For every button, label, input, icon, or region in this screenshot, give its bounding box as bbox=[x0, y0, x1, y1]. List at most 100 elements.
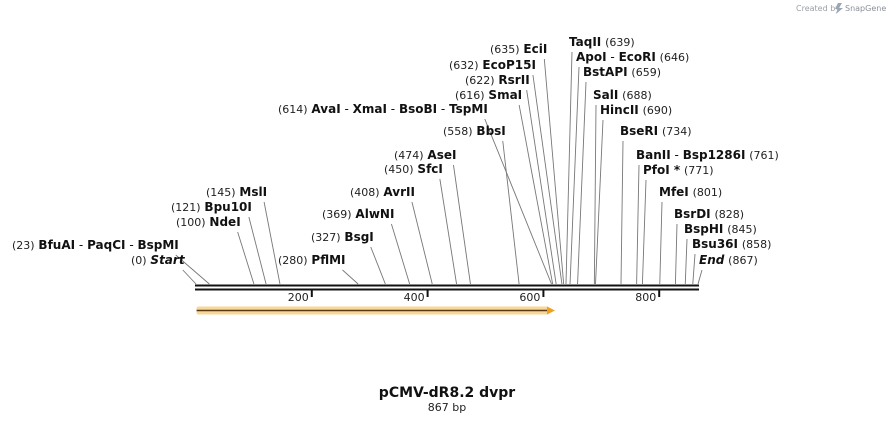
site-position: (646) bbox=[660, 51, 690, 64]
snapgene-logo-icon bbox=[835, 3, 843, 14]
enzyme-name: PflMI bbox=[311, 253, 345, 267]
site-position: (100) bbox=[176, 216, 206, 229]
site-label-text: BanII - Bsp1286I (761) bbox=[636, 148, 779, 162]
site-label[interactable]: (635) EciI bbox=[490, 42, 547, 56]
site-label[interactable]: (0) Start bbox=[131, 253, 186, 267]
site-position: (622) bbox=[465, 74, 495, 87]
enzyme-name: EcoP15I bbox=[482, 58, 536, 72]
site-position: (771) bbox=[684, 164, 714, 177]
site-position: (614) bbox=[278, 103, 308, 116]
site-label[interactable]: HincII (690) bbox=[600, 103, 672, 117]
site-label[interactable]: (23) BfuAI - PaqCI - BspMI bbox=[12, 238, 179, 252]
site-label[interactable]: End (867) bbox=[699, 253, 758, 267]
site-label[interactable]: BseRI (734) bbox=[620, 124, 692, 138]
enzyme-name: BanII bbox=[636, 148, 671, 162]
site-label[interactable]: (632) EcoP15I bbox=[449, 58, 536, 72]
enzyme-name: EcoRI bbox=[619, 50, 656, 64]
site-position: (450) bbox=[384, 163, 414, 176]
site-label-text: (121) Bpu10I bbox=[171, 200, 252, 214]
site-leader-line bbox=[248, 216, 267, 285]
site-leader-line bbox=[370, 246, 386, 285]
enzyme-name: ApoI bbox=[576, 50, 607, 64]
site-label-text: (616) SmaI bbox=[455, 88, 522, 102]
site-label[interactable]: ApoI - EcoRI (646) bbox=[576, 50, 689, 64]
site-position: (121) bbox=[171, 201, 201, 214]
plasmid-name: pCMV-dR8.2 dvpr bbox=[379, 385, 516, 401]
site-position: (616) bbox=[455, 89, 485, 102]
enzyme-name: SmaI bbox=[488, 88, 522, 102]
site-position: (688) bbox=[622, 89, 652, 102]
site-label[interactable]: (616) SmaI bbox=[455, 88, 522, 102]
site-leader-line bbox=[595, 119, 604, 285]
site-leader-line bbox=[659, 201, 663, 285]
site-position: (845) bbox=[727, 223, 757, 236]
enzyme-name: TaqII bbox=[569, 35, 601, 49]
site-label-text: BsrDI (828) bbox=[674, 207, 744, 221]
site-position: (327) bbox=[311, 231, 341, 244]
site-label[interactable]: (121) Bpu10I bbox=[171, 200, 252, 214]
feature-arrowhead bbox=[546, 306, 555, 315]
site-label[interactable]: (408) AvrII bbox=[350, 185, 415, 199]
site-label[interactable]: (327) BsgI bbox=[311, 230, 374, 244]
site-label-text: (280) PflMI bbox=[278, 253, 346, 267]
site-label[interactable]: BstAPI (659) bbox=[583, 65, 661, 79]
site-label-text: HincII (690) bbox=[600, 103, 672, 117]
tick-label: 800 bbox=[635, 291, 656, 304]
site-label[interactable]: PfoI * (771) bbox=[643, 163, 714, 177]
site-leader-line bbox=[565, 51, 573, 285]
enzyme-name: HincII bbox=[600, 103, 639, 117]
feature-arrow[interactable] bbox=[196, 306, 555, 315]
site-leader-line bbox=[620, 140, 624, 285]
site-label[interactable]: BanII - Bsp1286I (761) bbox=[636, 148, 779, 162]
site-label[interactable]: (474) AseI bbox=[394, 148, 456, 162]
enzyme-name: PaqCI bbox=[87, 238, 125, 252]
site-label-text: (635) EciI bbox=[490, 42, 547, 56]
site-leader-line bbox=[526, 89, 557, 285]
site-label[interactable]: (100) NdeI bbox=[176, 215, 241, 229]
site-label[interactable]: TaqII (639) bbox=[569, 35, 635, 49]
tick-label: 200 bbox=[288, 291, 309, 304]
site-label[interactable]: BsrDI (828) bbox=[674, 207, 744, 221]
enzyme-name: AlwNI bbox=[355, 207, 394, 221]
site-label-text: (474) AseI bbox=[394, 148, 456, 162]
site-position: (558) bbox=[443, 125, 473, 138]
enzyme-name: BspHI bbox=[684, 222, 723, 236]
enzyme-name: BstAPI bbox=[583, 65, 628, 79]
site-label-text: (145) MslI bbox=[206, 185, 267, 199]
tick-label: 600 bbox=[519, 291, 540, 304]
enzyme-name: BsgI bbox=[344, 230, 373, 244]
site-label[interactable]: (450) SfcI bbox=[384, 162, 443, 176]
site-leader-line bbox=[692, 253, 696, 285]
site-label-text: (614) AvaI - XmaI - BsoBI - TspMI bbox=[278, 102, 488, 116]
site-position: (801) bbox=[693, 186, 723, 199]
site-leader-line bbox=[263, 201, 281, 285]
site-leader-line bbox=[342, 269, 359, 285]
site-label[interactable]: Bsu36I (858) bbox=[692, 237, 771, 251]
site-position: (408) bbox=[350, 186, 380, 199]
snapgene-brand: SnapGene bbox=[845, 4, 886, 13]
site-label[interactable]: (622) RsrII bbox=[465, 73, 530, 87]
site-label[interactable]: (614) AvaI - XmaI - BsoBI - TspMI bbox=[278, 102, 488, 116]
site-label[interactable]: BspHI (845) bbox=[684, 222, 757, 236]
site-label[interactable]: (558) BbsI bbox=[443, 124, 506, 138]
site-position: (474) bbox=[394, 149, 424, 162]
site-position: (23) bbox=[12, 239, 35, 252]
site-label[interactable]: (145) MslI bbox=[206, 185, 267, 199]
enzyme-name: XmaI bbox=[353, 102, 387, 116]
site-label-text: End (867) bbox=[699, 253, 758, 267]
site-position: (280) bbox=[278, 254, 308, 267]
site-leader-line bbox=[641, 179, 647, 285]
site-label-text: ApoI - EcoRI (646) bbox=[576, 50, 689, 64]
tick-label: 400 bbox=[404, 291, 425, 304]
site-label[interactable]: (280) PflMI bbox=[278, 253, 346, 267]
site-position: (635) bbox=[490, 43, 520, 56]
site-position: (734) bbox=[662, 125, 692, 138]
created-by-text: Created by bbox=[796, 4, 840, 13]
site-label[interactable]: SalI (688) bbox=[593, 88, 652, 102]
site-label[interactable]: MfeI (801) bbox=[659, 185, 722, 199]
enzyme-name: Bsu36I bbox=[692, 237, 738, 251]
enzyme-name: NdeI bbox=[209, 215, 240, 229]
site-label[interactable]: (369) AlwNI bbox=[322, 207, 394, 221]
enzyme-name: BseRI bbox=[620, 124, 658, 138]
site-position: (828) bbox=[714, 208, 744, 221]
